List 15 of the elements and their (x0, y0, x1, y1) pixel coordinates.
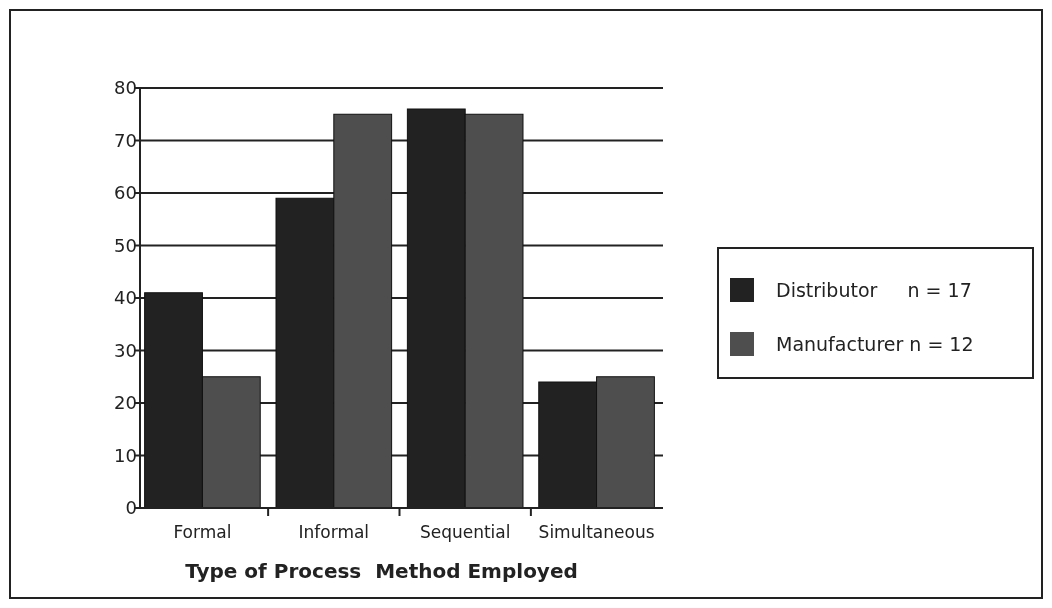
y-tick-label: 70 (114, 129, 137, 151)
y-tick-label: 60 (114, 182, 137, 204)
y-tick-label: 10 (114, 444, 137, 466)
x-tick-label: Sequential (419, 522, 511, 542)
legend-label: Distributor n = 17 (776, 278, 972, 301)
y-tick-label: 50 (114, 234, 137, 256)
x-tick-label: Simultaneous (538, 522, 655, 542)
legend-label: Manufacturer n = 12 (776, 332, 974, 355)
y-tick-label: 20 (114, 392, 137, 414)
y-tick-label: 40 (114, 287, 137, 309)
y-tick-label: 80 (114, 77, 137, 99)
y-tick-label: 30 (114, 339, 137, 361)
x-axis-title: Type of Process Method Employed (185, 559, 578, 583)
x-tick-label: Informal (298, 522, 370, 542)
x-tick-label: Formal (173, 522, 232, 542)
